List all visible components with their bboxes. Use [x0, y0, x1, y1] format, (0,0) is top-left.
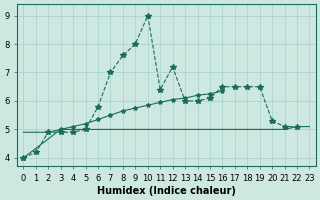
X-axis label: Humidex (Indice chaleur): Humidex (Indice chaleur) — [97, 186, 236, 196]
